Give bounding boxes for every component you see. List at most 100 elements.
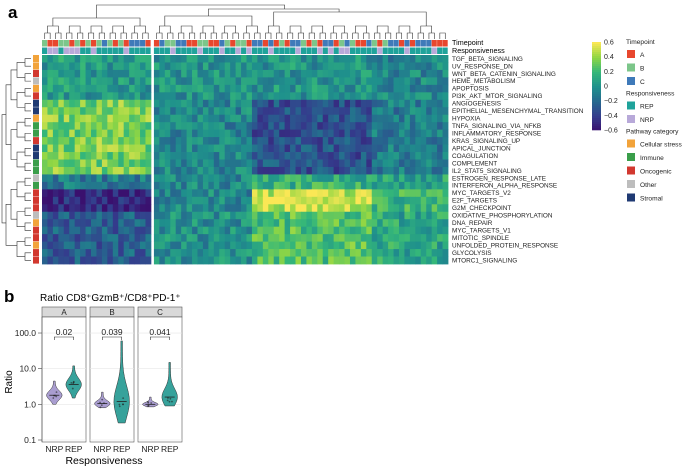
heatmap-cell [230, 226, 237, 235]
timepoint-cell [311, 40, 317, 47]
heatmap-cell [96, 129, 103, 138]
heatmap-cell [213, 152, 220, 160]
heatmap-cell [257, 129, 264, 138]
heatmap-cell [159, 211, 166, 220]
heatmap-cell [333, 92, 340, 101]
heatmap-cell [170, 144, 177, 153]
heatmap-cell [159, 107, 166, 116]
heatmap-cell [42, 107, 48, 116]
heatmap-cell [377, 55, 384, 63]
heatmap-cell [192, 62, 198, 71]
heatmap-cell [355, 219, 362, 228]
legend-item-label: Oncogenic [640, 169, 672, 176]
heatmap-cell [112, 219, 119, 228]
heatmap-cell [197, 166, 204, 175]
heatmap-cell [129, 189, 135, 198]
data-point [167, 397, 169, 399]
timepoint-cell [306, 40, 312, 47]
heatmap-cell [213, 189, 220, 198]
heatmap-cell [306, 99, 313, 108]
heatmap-cell [74, 196, 81, 205]
heatmap-cell [230, 92, 237, 101]
heatmap-cell [219, 174, 226, 183]
heatmap-cell [360, 77, 367, 86]
heatmap-cell [91, 84, 97, 93]
heatmap-cell [328, 211, 335, 220]
heatmap-cell [333, 211, 340, 220]
heatmap-cell [101, 174, 108, 183]
heatmap-cell [80, 77, 86, 86]
heatmap-cell [202, 55, 209, 63]
heatmap-cell [80, 219, 86, 228]
heatmap-cell [306, 196, 313, 205]
heatmap-cell [197, 55, 204, 63]
pathway-label: APICAL_JUNCTION [452, 145, 511, 152]
x-tick-label: NRP [45, 444, 63, 454]
heatmap-cell [219, 92, 226, 101]
heatmap-cell [235, 129, 242, 138]
heatmap-cell [134, 189, 141, 198]
timepoint-cell [112, 40, 118, 47]
heatmap-cell [80, 249, 86, 257]
responsiveness-cell [328, 47, 334, 54]
heatmap-cell [442, 77, 449, 86]
heatmap-cell [437, 211, 443, 220]
heatmap-cell [47, 107, 54, 116]
heatmap-cell [377, 189, 384, 198]
heatmap-cell [398, 55, 405, 63]
heatmap-cell [295, 211, 302, 220]
heatmap-cell [415, 234, 422, 242]
heatmap-cell [257, 226, 264, 235]
heatmap-cell [339, 55, 345, 63]
heatmap-cell [69, 152, 76, 160]
dendrogram-branch [189, 32, 196, 39]
heatmap-cell [123, 92, 130, 101]
heatmap-cell [186, 99, 193, 108]
heatmap-cell [290, 107, 296, 116]
panel-a-label: a [8, 3, 18, 22]
heatmap-cell [140, 256, 146, 265]
heatmap-cell [58, 99, 65, 108]
timepoint-cell [58, 40, 64, 47]
heatmap-cell [360, 211, 367, 220]
heatmap-cell [279, 234, 286, 242]
heatmap-cell [409, 166, 416, 175]
heatmap-cell [284, 55, 291, 63]
dendrogram-branch [265, 32, 272, 39]
heatmap-cell [404, 99, 411, 108]
heatmap-cell [306, 219, 313, 228]
responsiveness-cell [197, 47, 203, 54]
heatmap-cell [63, 114, 70, 123]
heatmap-cell [360, 55, 367, 63]
heatmap-cell [393, 114, 400, 123]
dendrogram-branch [24, 177, 31, 186]
dendrogram-branch [208, 8, 340, 16]
heatmap-cell [42, 241, 48, 250]
heatmap-cell [377, 62, 384, 71]
heatmap-cell [311, 181, 318, 190]
heatmap-cell [279, 69, 286, 78]
heatmap-cell [431, 219, 438, 228]
heatmap-cell [360, 174, 367, 183]
heatmap-cell [339, 129, 345, 138]
legend-swatch [627, 77, 635, 85]
heatmap-cell [202, 181, 209, 190]
heatmap-cell [140, 84, 146, 93]
heatmap-cell [382, 129, 389, 138]
heatmap-cell [63, 211, 70, 220]
heatmap-cell [91, 152, 97, 160]
colorbar-segment [592, 98, 601, 101]
heatmap-cell [186, 234, 193, 242]
heatmap-cell [257, 241, 264, 250]
heatmap-cell [366, 99, 373, 108]
heatmap-cell [140, 174, 146, 183]
pathway-category-cell [33, 55, 39, 63]
heatmap-cell [85, 204, 92, 213]
timepoint-cell [123, 40, 129, 47]
heatmap-cell [442, 174, 449, 183]
heatmap-cell [153, 159, 160, 168]
heatmap-cell [153, 204, 160, 213]
heatmap-cell [96, 204, 103, 213]
heatmap-cell [431, 234, 438, 242]
heatmap-cell [290, 144, 296, 153]
